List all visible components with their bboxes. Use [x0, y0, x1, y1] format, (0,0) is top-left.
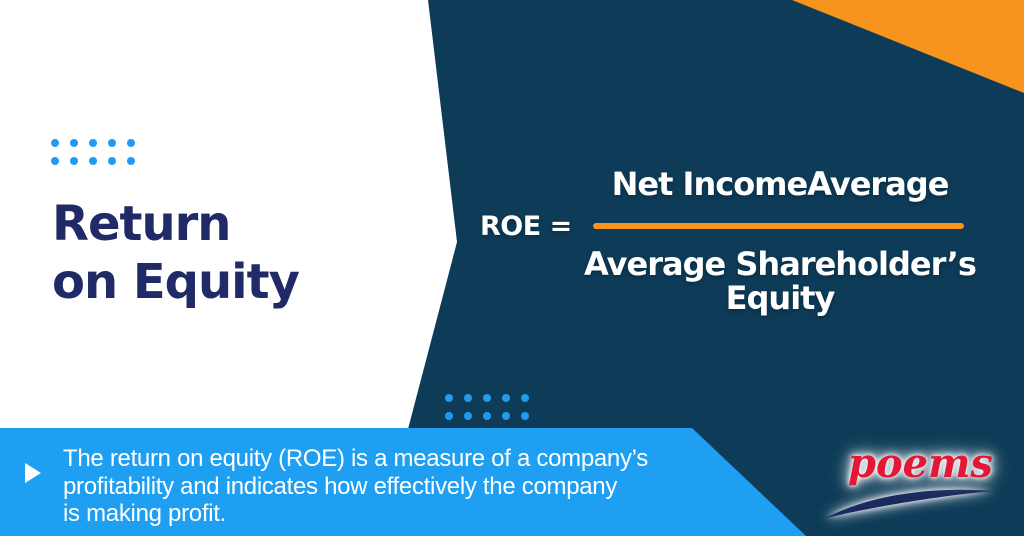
dots-grid-left-icon — [51, 139, 135, 165]
page-title: Return on Equity — [52, 195, 300, 311]
formula-numerator: Net IncomeAverage — [611, 165, 950, 203]
formula-lhs-label: ROE = — [480, 211, 572, 242]
formula-denominator: Average Shareholder’s Equity — [565, 247, 995, 315]
title-line-2: on Equity — [52, 254, 300, 310]
description-line-2: profitability and indicates how effectiv… — [63, 472, 618, 500]
poems-logo-swoosh-icon — [826, 489, 994, 518]
formula-divider-line — [593, 223, 964, 229]
formula-denominator-line-1: Average Shareholder’s — [584, 245, 977, 283]
description-line-3: is making profit. — [63, 500, 226, 527]
poems-logo-text: poems — [848, 440, 993, 487]
dots-grid-right-icon — [445, 394, 529, 420]
formula-denominator-line-2: Equity — [725, 279, 836, 317]
description-banner: The return on equity (ROE) is a measure … — [0, 428, 806, 536]
play-triangle-icon — [25, 463, 41, 483]
description-text: The return on equity (ROE) is a measure … — [63, 445, 648, 528]
poems-logo: poems — [820, 440, 1005, 525]
title-line-1: Return — [52, 196, 231, 252]
description-line-1: The return on equity (ROE) is a measure … — [63, 445, 648, 472]
